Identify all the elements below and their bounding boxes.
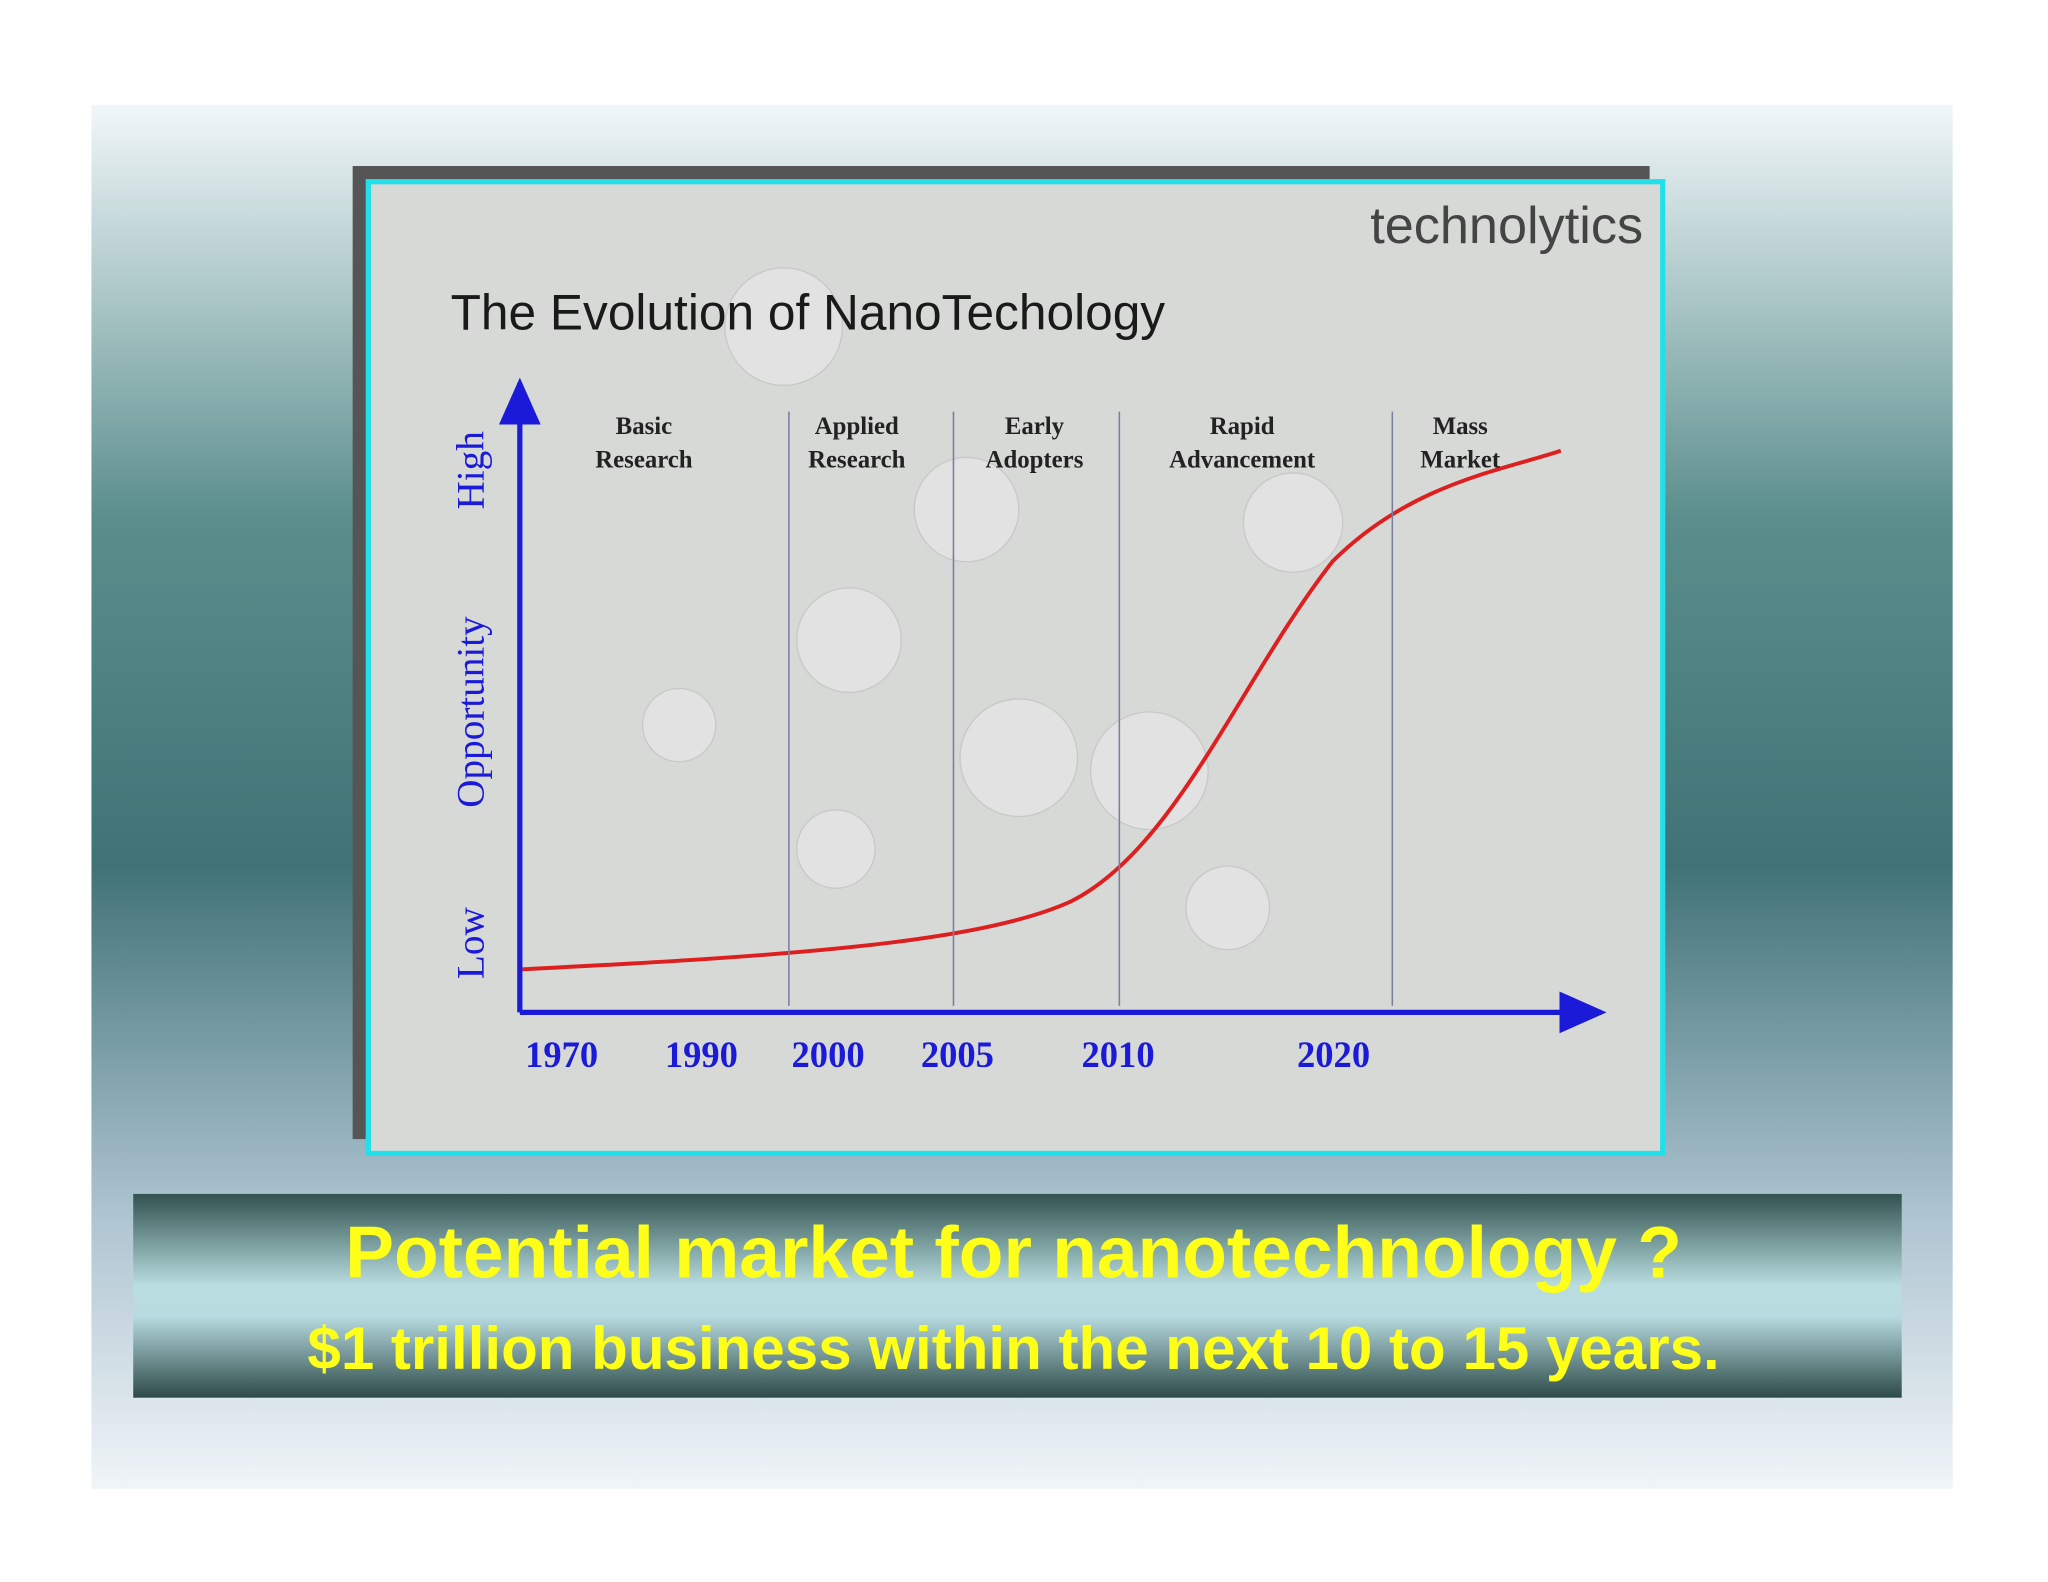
caption-line: $1 trillion business within the next 10 … bbox=[307, 1315, 1719, 1382]
stage-label: Applied bbox=[815, 413, 899, 440]
stage-label: Rapid bbox=[1210, 413, 1275, 440]
brand: technolytics bbox=[1370, 197, 1643, 255]
y-axis-label: Low bbox=[449, 907, 492, 980]
stage-label: Research bbox=[808, 447, 906, 474]
caption-line: Potential market for nanotechnology ? bbox=[345, 1213, 1682, 1294]
stage-label: Basic bbox=[616, 413, 672, 440]
x-axis-label: 2005 bbox=[921, 1034, 994, 1075]
chart-panel bbox=[365, 179, 1666, 1157]
x-axis-label: 1990 bbox=[665, 1034, 738, 1075]
adoption-curve bbox=[522, 448, 1562, 972]
y-axis-label: High bbox=[449, 431, 492, 510]
stage-label: Advancement bbox=[1169, 447, 1316, 474]
stage-label: Research bbox=[595, 447, 693, 474]
stage-label: Mass bbox=[1433, 413, 1488, 440]
stage-label: Early bbox=[1005, 413, 1065, 440]
x-axis-label: 2010 bbox=[1081, 1034, 1154, 1075]
x-axis-label: 2020 bbox=[1297, 1034, 1370, 1075]
molecule-decoration bbox=[641, 267, 1344, 951]
stage-label: Market bbox=[1420, 447, 1501, 474]
x-axis-label: 2000 bbox=[792, 1034, 865, 1075]
y-axis-label: Opportunity bbox=[449, 616, 492, 808]
x-axis-label: 1970 bbox=[525, 1034, 598, 1075]
stage-label: Adopters bbox=[986, 447, 1084, 474]
caption-box bbox=[133, 1193, 1902, 1398]
chart-title: The Evolution of NanoTechology bbox=[451, 284, 1166, 340]
